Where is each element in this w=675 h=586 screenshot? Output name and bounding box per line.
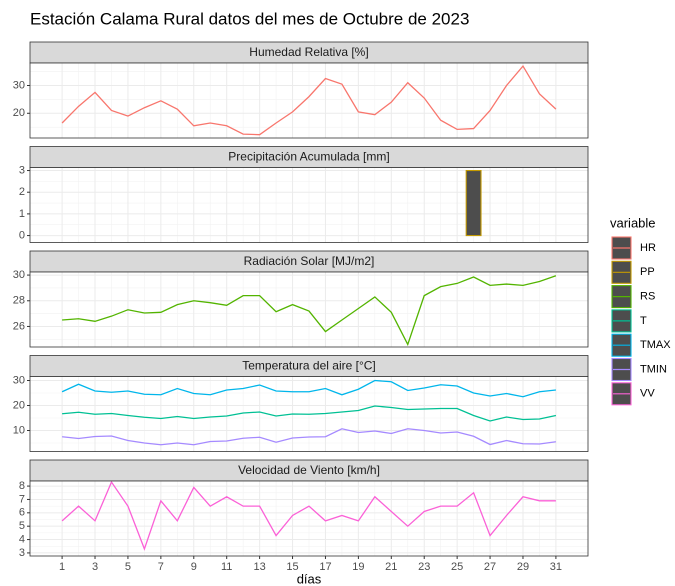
y-tick-label: 0 bbox=[19, 229, 25, 241]
strip-label: Radiación Solar [MJ/m2] bbox=[244, 254, 375, 268]
legend-label: TMAX bbox=[640, 339, 671, 351]
legend-label: VV bbox=[640, 388, 655, 400]
x-tick-label: 27 bbox=[484, 561, 496, 573]
legend-title: variable bbox=[610, 215, 656, 230]
x-tick-label: 5 bbox=[125, 561, 131, 573]
legend-label: TMIN bbox=[640, 363, 667, 375]
legend-label: HR bbox=[640, 242, 656, 254]
panel-border bbox=[29, 271, 589, 348]
strip-label: Velocidad de Viento [km/h] bbox=[238, 463, 380, 477]
y-tick-label: 4 bbox=[19, 533, 25, 545]
legend-label: T bbox=[640, 315, 647, 327]
x-tick-label: 3 bbox=[92, 561, 98, 573]
y-tick-label: 28 bbox=[13, 295, 25, 307]
y-tick-label: 1 bbox=[19, 208, 25, 220]
y-tick-label: 10 bbox=[13, 424, 25, 436]
x-tick-label: 23 bbox=[418, 561, 430, 573]
x-tick-label: 13 bbox=[253, 561, 265, 573]
y-tick-label: 20 bbox=[13, 107, 25, 119]
y-tick-label: 5 bbox=[19, 520, 25, 532]
y-tick-label: 6 bbox=[19, 507, 25, 519]
strip-label: Precipitación Acumulada [mm] bbox=[228, 150, 389, 164]
x-tick-label: 25 bbox=[451, 561, 463, 573]
y-tick-label: 30 bbox=[13, 374, 25, 386]
x-tick-label: 15 bbox=[286, 561, 298, 573]
strip-label: Humedad Relativa [%] bbox=[249, 45, 368, 59]
series-line bbox=[61, 480, 556, 551]
series-line bbox=[62, 428, 556, 446]
y-tick-label: 2 bbox=[19, 186, 25, 198]
series-line bbox=[62, 275, 557, 347]
panel-border bbox=[29, 62, 589, 139]
legend-label: PP bbox=[640, 266, 655, 278]
x-tick-label: 29 bbox=[517, 561, 529, 573]
y-tick-label: 30 bbox=[13, 269, 25, 281]
panel-border bbox=[29, 376, 589, 452]
x-tick-label: 9 bbox=[191, 561, 197, 573]
chart-title: Estación Calama Rural datos del mes de O… bbox=[30, 9, 469, 28]
bar bbox=[465, 169, 482, 237]
x-tick-label: 21 bbox=[385, 561, 397, 573]
x-tick-label: 1 bbox=[59, 561, 65, 573]
x-tick-label: 7 bbox=[158, 561, 164, 573]
y-tick-label: 7 bbox=[19, 493, 25, 505]
series-line bbox=[61, 64, 557, 136]
x-tick-label: 31 bbox=[550, 561, 562, 573]
series-line bbox=[61, 379, 556, 398]
y-tick-label: 3 bbox=[19, 547, 25, 559]
y-tick-label: 8 bbox=[19, 480, 25, 492]
x-tick-label: 11 bbox=[221, 561, 232, 573]
y-tick-label: 26 bbox=[13, 320, 25, 332]
y-tick-label: 20 bbox=[13, 399, 25, 411]
series-line bbox=[62, 405, 557, 422]
x-tick-label: 19 bbox=[352, 561, 364, 573]
y-tick-label: 30 bbox=[13, 79, 25, 91]
y-tick-label: 3 bbox=[19, 164, 25, 176]
x-axis-label: días bbox=[297, 571, 322, 586]
strip-label: Temperatura del aire [°C] bbox=[242, 359, 376, 373]
panel-border bbox=[29, 167, 589, 243]
legend-label: RS bbox=[640, 291, 655, 303]
panel-border bbox=[29, 480, 589, 557]
x-tick-label: 17 bbox=[319, 561, 331, 573]
